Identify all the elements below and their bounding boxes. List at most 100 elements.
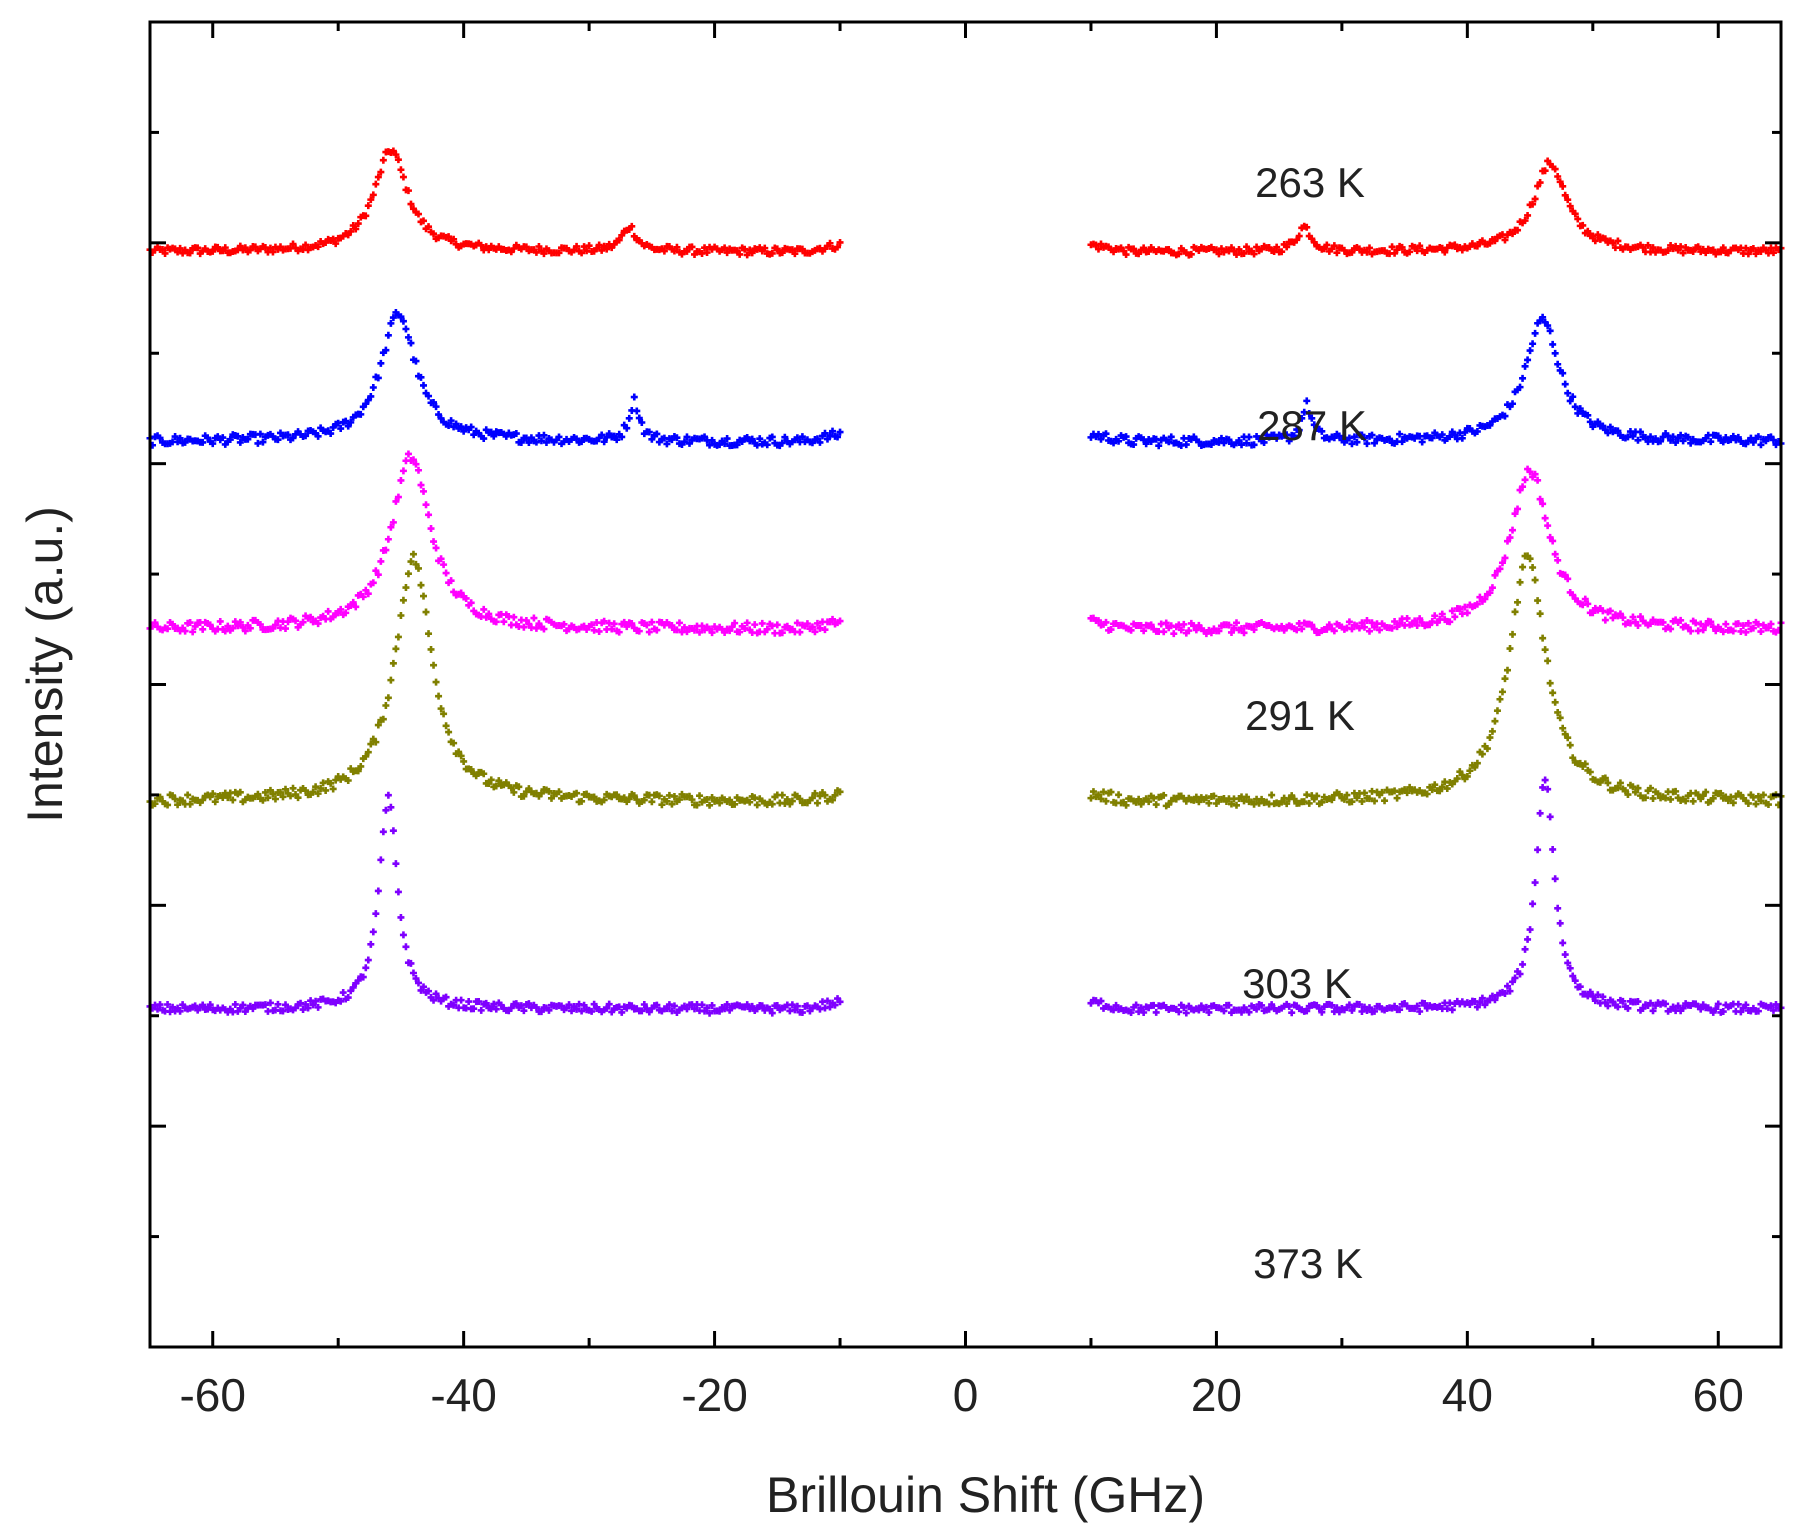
data-point (675, 796, 683, 804)
data-point (414, 979, 422, 987)
data-point (389, 827, 397, 835)
data-point (312, 783, 320, 791)
data-point (1165, 438, 1173, 446)
data-point (1233, 801, 1240, 809)
data-point (1549, 689, 1557, 697)
data-point (394, 493, 402, 501)
data-point (721, 440, 729, 448)
data-point (1664, 247, 1672, 255)
data-point (703, 249, 711, 257)
data-point (532, 248, 540, 256)
data-point (344, 777, 352, 785)
data-point (1130, 441, 1138, 449)
data-point (1152, 801, 1160, 809)
data-point (384, 535, 392, 543)
data-point (347, 418, 355, 426)
data-point (299, 1006, 307, 1014)
data-point (803, 620, 811, 628)
data-point (349, 983, 357, 991)
data-point (613, 436, 621, 444)
data-point (1536, 809, 1544, 817)
data-point (1739, 622, 1747, 630)
data-point (425, 630, 433, 638)
data-point (397, 166, 405, 174)
data-point (332, 240, 340, 248)
data-point (1596, 778, 1604, 786)
data-point (1097, 435, 1105, 443)
data-point (199, 625, 207, 633)
data-point (788, 797, 796, 805)
data-point (1388, 243, 1396, 251)
data-point (1135, 795, 1143, 803)
data-point (226, 436, 234, 444)
data-point (1273, 243, 1281, 251)
data-point (1734, 433, 1742, 441)
data-point (1486, 589, 1494, 597)
data-point (1541, 167, 1549, 175)
data-point (1310, 238, 1318, 246)
data-point (1614, 1003, 1622, 1011)
data-point (1491, 717, 1499, 725)
data-point (156, 1001, 164, 1009)
data-point (369, 191, 377, 199)
data-point (1461, 428, 1469, 436)
data-point (1268, 791, 1276, 799)
data-point (1662, 794, 1670, 802)
data-point (241, 627, 249, 635)
data-point (813, 619, 821, 627)
data-point (492, 1005, 500, 1013)
data-point (1210, 792, 1218, 800)
data-point (1684, 433, 1692, 441)
data-point (716, 799, 724, 807)
data-point (708, 436, 716, 444)
data-point (696, 792, 704, 800)
data-point (600, 796, 608, 804)
data-point (1521, 945, 1529, 953)
data-point (1496, 565, 1504, 573)
data-point (530, 614, 538, 622)
data-point (414, 466, 422, 474)
data-point (1446, 618, 1454, 626)
data-point (578, 249, 586, 257)
data-point (648, 618, 656, 626)
data-point (613, 791, 621, 799)
data-point (768, 433, 776, 441)
data-point (1441, 248, 1449, 256)
data-point (384, 331, 392, 339)
data-point (655, 792, 663, 800)
data-point (1145, 798, 1153, 806)
data-point (1536, 610, 1544, 618)
data-point (736, 250, 744, 258)
data-point (1443, 785, 1451, 793)
data-point (480, 605, 488, 613)
data-point (522, 243, 530, 251)
data-point (630, 792, 638, 800)
data-point (1162, 619, 1170, 627)
data-point (397, 913, 405, 921)
data-point (783, 795, 791, 803)
data-point (698, 1001, 706, 1009)
data-point (1205, 799, 1213, 807)
data-point (302, 432, 310, 440)
data-point (653, 1001, 661, 1009)
data-point (1363, 617, 1371, 625)
data-point (199, 796, 207, 804)
data-point (430, 398, 438, 406)
data-point (723, 435, 731, 443)
data-point (1719, 628, 1727, 636)
data-point (425, 987, 433, 995)
data-point (414, 210, 422, 218)
data-point (1140, 1008, 1148, 1016)
data-point (821, 626, 829, 634)
data-point (1744, 619, 1752, 627)
data-point (1363, 440, 1371, 448)
data-point (537, 1008, 545, 1016)
series-373-k (146, 776, 1785, 1017)
data-point (1378, 788, 1386, 796)
data-point (1333, 249, 1341, 257)
data-point (1757, 797, 1765, 805)
data-point (1488, 584, 1496, 592)
data-point (1571, 977, 1579, 985)
data-point (1769, 436, 1777, 444)
